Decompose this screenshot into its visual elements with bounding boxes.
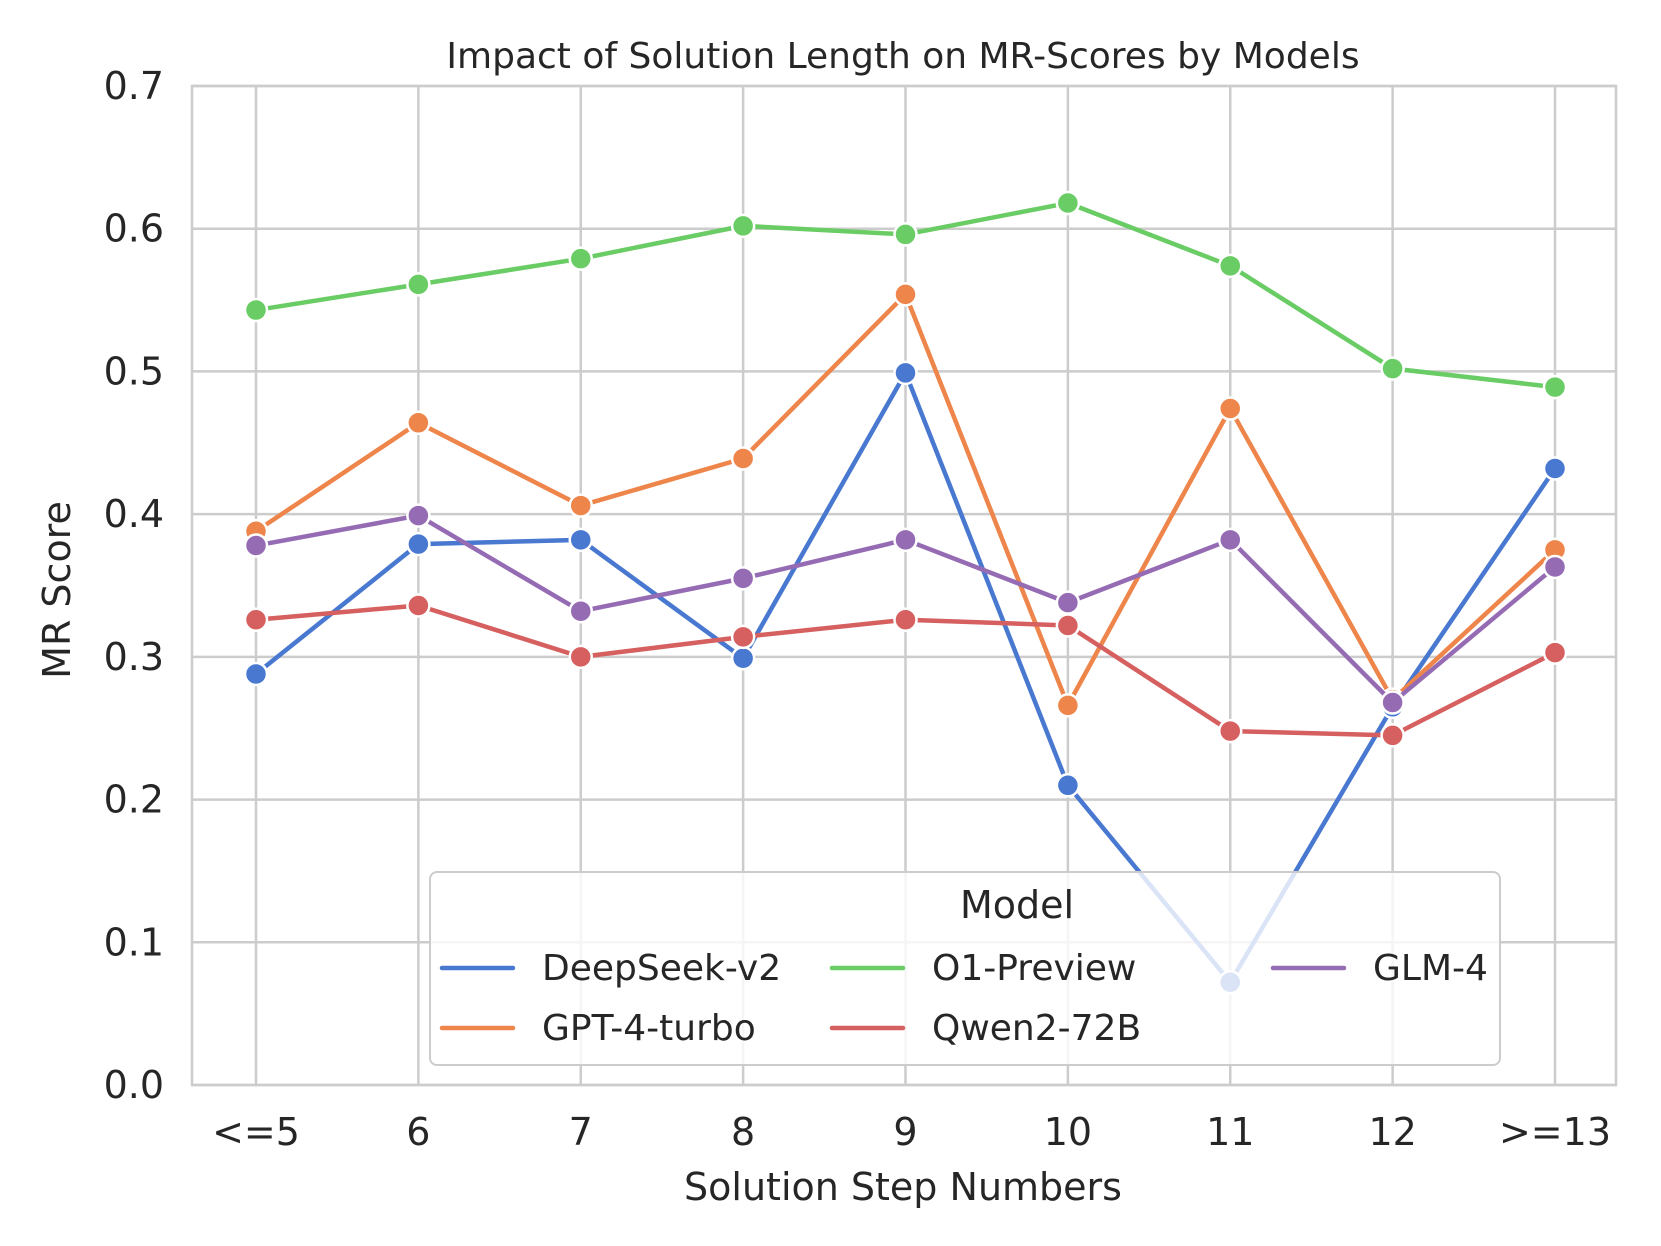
x-tick-label: >=13 <box>1499 1110 1611 1154</box>
series-o1-preview <box>243 190 1568 400</box>
plot-frame <box>190 84 1618 1087</box>
x-tick-label: 6 <box>406 1110 430 1154</box>
legend-title: Model <box>960 883 1074 927</box>
data-point <box>1380 690 1405 715</box>
series-glm-4 <box>243 503 1568 715</box>
data-point <box>1218 527 1243 553</box>
x-tick-label: 10 <box>1044 1110 1092 1154</box>
legend-label: Qwen2-72B <box>932 1008 1141 1049</box>
data-point <box>1542 456 1568 481</box>
y-tick-label: 0.0 <box>104 1063 164 1107</box>
data-point <box>406 272 431 297</box>
data-point <box>406 503 431 528</box>
data-point <box>730 446 756 471</box>
data-point <box>568 598 593 624</box>
data-point <box>893 607 918 633</box>
data-point <box>406 531 431 557</box>
data-point <box>1542 640 1568 665</box>
data-point <box>568 246 593 271</box>
legend-item: Qwen2-72B <box>829 1008 1141 1049</box>
y-tick-label: 0.4 <box>104 492 164 536</box>
data-point <box>568 527 593 553</box>
legend-label: DeepSeek-v2 <box>542 948 781 989</box>
legend-box <box>429 871 1501 1066</box>
data-point <box>243 607 269 633</box>
y-tick-label: 0.7 <box>104 64 164 108</box>
data-point <box>893 527 918 553</box>
legend-item: O1-Preview <box>829 948 1136 989</box>
data-point <box>1055 773 1081 798</box>
data-point <box>730 646 756 671</box>
legend: Model DeepSeek-v2 GPT-4-turbo O1-Preview Qw… <box>429 871 1501 1066</box>
x-tick-label: 11 <box>1206 1110 1254 1154</box>
data-point <box>730 566 756 591</box>
x-tick-labels: <=5 6 7 8 9 10 11 12 >=13 <box>212 1110 1611 1154</box>
data-point <box>406 410 431 436</box>
data-point <box>893 282 918 307</box>
legend-item: GPT-4-turbo <box>439 1008 756 1049</box>
legend-item: DeepSeek-v2 <box>439 948 781 989</box>
series-qwen2-72b <box>243 593 1568 748</box>
y-tick-label: 0.6 <box>104 207 164 251</box>
data-point <box>1055 693 1081 718</box>
x-tick-label: 8 <box>731 1110 755 1154</box>
x-tick-label: 12 <box>1368 1110 1416 1154</box>
y-tick-labels: 0.0 0.1 0.2 0.3 0.4 0.5 0.6 0.7 <box>104 64 164 1107</box>
data-point <box>406 593 431 618</box>
y-tick-label: 0.1 <box>104 920 164 964</box>
data-point <box>568 493 593 518</box>
data-point <box>1055 190 1081 216</box>
data-point <box>1380 723 1405 748</box>
y-tick-label: 0.2 <box>104 778 164 822</box>
data-point <box>1542 374 1568 400</box>
x-axis-label: Solution Step Numbers <box>684 1165 1122 1209</box>
y-tick-label: 0.3 <box>104 635 164 679</box>
data-point <box>1380 356 1405 381</box>
y-axis-label: MR Score <box>35 501 79 679</box>
data-point <box>243 661 269 687</box>
legend-items: DeepSeek-v2 GPT-4-turbo O1-Preview Qwen2-72… <box>439 948 1488 1049</box>
legend-item: GLM-4 <box>1270 948 1488 989</box>
data-point <box>730 213 756 239</box>
data-point <box>1218 253 1243 279</box>
data-point <box>1218 718 1243 744</box>
data-point <box>893 360 918 386</box>
x-tick-label: <=5 <box>212 1110 300 1154</box>
data-point <box>893 222 918 247</box>
data-point <box>1542 554 1568 580</box>
data-point <box>243 533 269 558</box>
legend-label: GPT-4-turbo <box>542 1008 756 1049</box>
data-point <box>1055 613 1081 638</box>
legend-label: GLM-4 <box>1373 948 1488 989</box>
x-tick-label: 7 <box>569 1110 593 1154</box>
chart-title: Impact of Solution Length on MR-Scores b… <box>446 36 1359 77</box>
y-tick-label: 0.5 <box>104 349 164 393</box>
data-point <box>568 644 593 670</box>
data-point <box>1055 590 1081 615</box>
data-point <box>730 624 756 650</box>
legend-label: O1-Preview <box>932 948 1136 989</box>
data-point <box>243 297 269 323</box>
x-tick-label: 9 <box>893 1110 917 1154</box>
series-layer <box>243 190 1568 995</box>
data-point <box>1218 396 1243 421</box>
